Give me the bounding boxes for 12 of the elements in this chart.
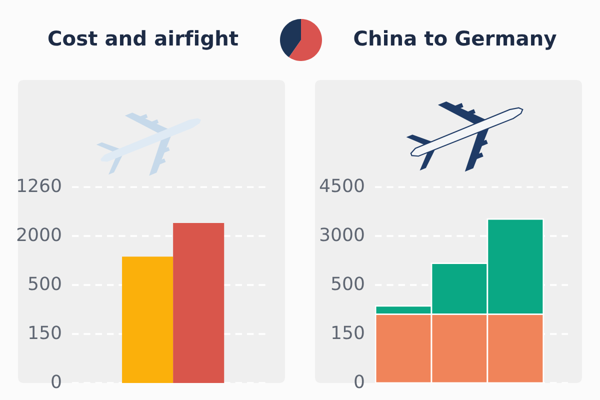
- text: 500: [28, 276, 61, 290]
- text: 150: [30, 326, 61, 340]
- text: 4500: [320, 178, 364, 192]
- chart-title: China to Germany: [354, 30, 556, 50]
- text: 3000: [320, 228, 364, 242]
- text: 500: [332, 276, 364, 290]
- text: 2000: [17, 228, 61, 242]
- text: 150: [332, 326, 364, 340]
- text: 0: [52, 374, 61, 388]
- chart-title: Cost and airfight: [48, 30, 238, 50]
- text: 1260: [18, 178, 61, 192]
- text: 0: [354, 374, 364, 388]
